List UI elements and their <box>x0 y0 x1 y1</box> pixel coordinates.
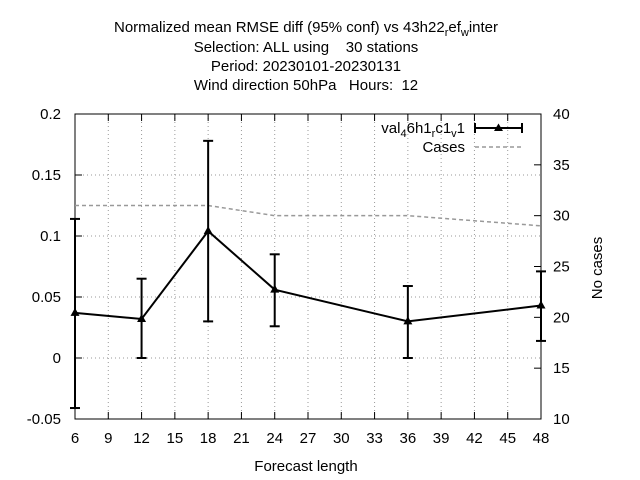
x-tick-label: 45 <box>499 430 516 447</box>
chart-title-line-4: Wind direction 50hPa Hours: 12 <box>194 77 418 94</box>
axis-ticks <box>74 113 542 420</box>
y-tick-label: 0.1 <box>40 228 61 245</box>
x-tick-label: 39 <box>433 430 450 447</box>
data-point-marker <box>203 226 213 235</box>
x-tick-label: 15 <box>167 430 184 447</box>
data-point-marker <box>137 313 147 322</box>
x-tick-label: 12 <box>133 430 150 447</box>
y2-axis-title: No cases <box>589 237 606 300</box>
legend: val46h1rc1v1 Cases <box>381 120 523 156</box>
series <box>70 139 546 410</box>
val-series-line <box>74 229 542 323</box>
chart-title-line-2: Selection: ALL using 30 stations <box>194 39 419 56</box>
x-tick-label: 24 <box>266 430 283 447</box>
x-tick-label: 6 <box>71 430 79 447</box>
y-tick-label: 0.2 <box>40 106 61 123</box>
chart-title-line-3: Period: 20230101-20230131 <box>211 58 401 75</box>
x-tick-label: 21 <box>233 430 250 447</box>
x-tick-label: 9 <box>104 430 112 447</box>
y2-tick-label: 20 <box>553 309 570 326</box>
x-tick-label: 33 <box>366 430 383 447</box>
y2-tick-label: 30 <box>553 208 570 225</box>
y-tick-label: -0.05 <box>27 411 61 428</box>
x-tick-label: 48 <box>533 430 550 447</box>
data-point-marker <box>70 307 80 316</box>
chart-title-line-1: Normalized mean RMSE diff (95% conf) vs … <box>114 19 498 39</box>
data-point-marker <box>536 300 546 309</box>
x-tick-label: 18 <box>200 430 217 447</box>
grid <box>75 114 541 419</box>
y2-tick-label: 25 <box>553 259 570 276</box>
x-tick-label: 42 <box>466 430 483 447</box>
x-axis-title: Forecast length <box>254 458 357 475</box>
y-tick-label: 0.05 <box>32 289 61 306</box>
legend-symbol-val <box>474 123 523 133</box>
y-tick-label: 0.15 <box>32 167 61 184</box>
y-tick-label: 0 <box>53 350 61 367</box>
y2-tick-label: 40 <box>553 106 570 123</box>
y2-tick-label: 35 <box>553 157 570 174</box>
data-point-marker <box>270 284 280 293</box>
legend-label-val: val46h1rc1v1 <box>381 120 465 140</box>
legend-label-cases: Cases <box>422 139 465 156</box>
x-tick-label: 27 <box>300 430 317 447</box>
tick-labels: 6 9 12 15 18 21 24 27 30 33 36 39 42 45 48 -0.05 0 0.05 0.… <box>27 106 570 447</box>
y2-tick-label: 15 <box>553 360 570 377</box>
x-tick-label: 36 <box>400 430 417 447</box>
y2-tick-label: 10 <box>553 411 570 428</box>
x-tick-label: 30 <box>333 430 350 447</box>
data-point-marker <box>403 316 413 325</box>
